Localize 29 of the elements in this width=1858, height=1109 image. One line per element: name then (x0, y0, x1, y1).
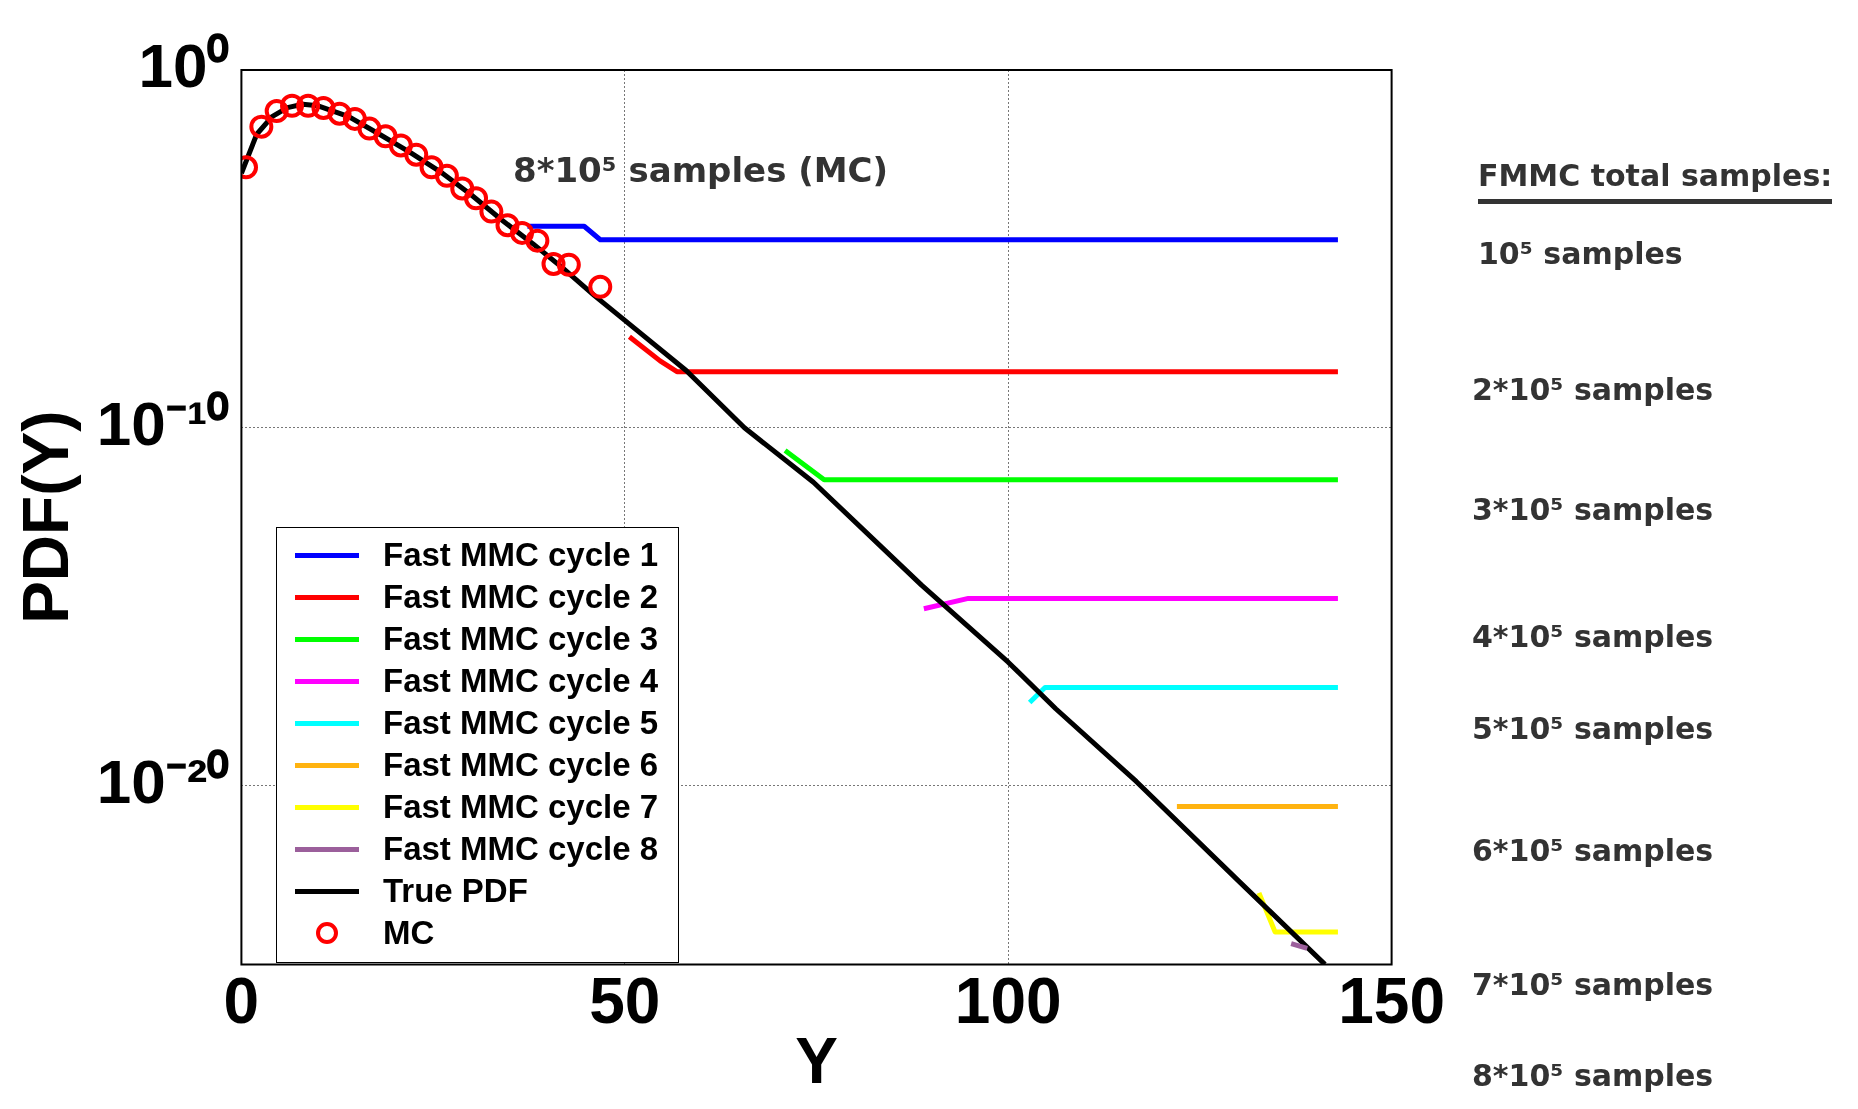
text: 6*10⁵ samples (1472, 833, 1714, 868)
y-axis-title: PDF(Y) (10, 410, 83, 624)
text: 10⁵ samples (1478, 236, 1683, 271)
annotation: 8*10⁵ samples (MC) (513, 150, 889, 190)
text: 8*10⁵ samples (1472, 1058, 1714, 1093)
x-tick-label: 50 (589, 965, 661, 1038)
text: 7*10⁵ samples (1472, 967, 1714, 1002)
x-tick-label: 100 (954, 965, 1062, 1038)
legend-label: Fast MMC cycle 2 (383, 577, 659, 617)
legend-label: True PDF (383, 871, 528, 911)
legend-label: Fast MMC cycle 7 (383, 787, 659, 827)
legend-label: Fast MMC cycle 8 (383, 829, 659, 869)
text: 4*10⁵ samples (1472, 619, 1714, 654)
y-tick-label: 10⁰ (138, 31, 230, 101)
legend-label: Fast MMC cycle 5 (383, 703, 659, 743)
legend-label: Fast MMC cycle 3 (383, 619, 659, 659)
x-axis-title: Y (795, 1025, 838, 1098)
x-tick-label: 150 (1338, 965, 1445, 1038)
y-tick-label: 10⁻²⁰ (96, 746, 230, 816)
text: 3*10⁵ samples (1472, 492, 1714, 527)
text: FMMC total samples: (1478, 158, 1833, 204)
x-tick-label: 0 (223, 965, 260, 1038)
text: 5*10⁵ samples (1472, 711, 1714, 746)
legend-label: Fast MMC cycle 1 (383, 535, 659, 575)
text: 2*10⁵ samples (1472, 372, 1714, 407)
legend-label: Fast MMC cycle 4 (383, 661, 659, 701)
y-tick-label: 10⁻¹⁰ (96, 388, 230, 458)
legend-label: MC (383, 913, 435, 953)
legend-label: Fast MMC cycle 6 (383, 745, 659, 785)
